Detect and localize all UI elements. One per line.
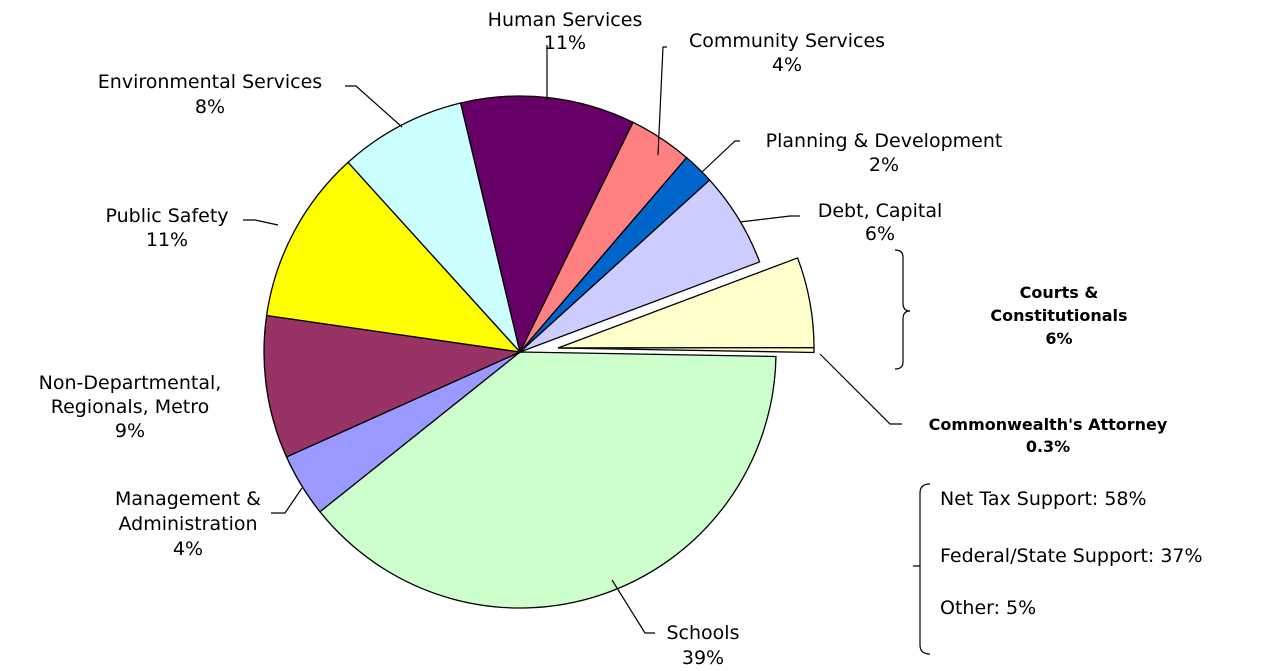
other-support-note: Other: 5% (940, 597, 1036, 619)
federal-state-support-note: Federal/State Support: 37% (940, 545, 1203, 567)
label-name: Planning & Development (766, 130, 1003, 152)
slice-human-services (459, 95, 634, 354)
label-name: Non-Departmental, (39, 372, 222, 394)
leader-planning-development (701, 140, 740, 173)
label-name: Debt, Capital (818, 200, 943, 222)
label-name: Public Safety (105, 205, 228, 227)
leader-commonwealth (819, 353, 902, 425)
label-planning-development: Planning & Development 2% (766, 130, 1003, 176)
label-value: 2% (869, 154, 899, 176)
label-name: Commonwealth's Attorney (929, 415, 1168, 434)
funding-notes: Net Tax Support: 58% Federal/State Suppor… (940, 488, 1203, 619)
leader-community-services (657, 46, 667, 156)
slice-commonwealth-s-attorney (557, 346, 815, 354)
slice-non-departmental-regionals-metro (263, 314, 523, 458)
label-value: 6% (865, 223, 895, 245)
label-value: 4% (173, 538, 203, 560)
label-value: 9% (115, 420, 145, 442)
label-community-services: Community Services 4% (689, 30, 885, 76)
leader-schools (611, 579, 655, 634)
leader-public-safety (243, 219, 279, 226)
label-name: Schools (667, 622, 740, 644)
bracket-funding (913, 483, 931, 655)
label-debt-capital: Debt, Capital 6% (818, 200, 943, 245)
label-name: Community Services (689, 30, 885, 52)
leader-environmental-services (345, 85, 403, 128)
label-non-departmental: Non-Departmental, Regionals, Metro 9% (39, 372, 222, 442)
leader-lines (243, 45, 931, 655)
slice-schools (319, 351, 777, 609)
label-value: 4% (772, 54, 802, 76)
label-value: 11% (544, 32, 586, 54)
label-value: 39% (682, 647, 724, 669)
label-courts: Courts & Constitutionals 6% (990, 283, 1127, 348)
leader-debt-capital (739, 215, 800, 223)
label-value: 11% (146, 229, 188, 251)
label-value: 6% (1045, 329, 1072, 348)
label-name: Environmental Services (98, 71, 322, 93)
leader-management (271, 487, 303, 514)
label-value: 8% (195, 96, 225, 118)
label-name: Regionals, Metro (51, 396, 210, 418)
label-name: Constitutionals (990, 306, 1127, 325)
label-schools: Schools 39% (667, 622, 740, 669)
slice-labels: Human Services 11% Community Services 4%Env… (39, 9, 1168, 669)
net-tax-support-note: Net Tax Support: 58% (940, 488, 1147, 510)
label-name: Courts & (1020, 283, 1099, 302)
label-value: 0.3% (1026, 437, 1070, 456)
label-environmental-services: Environmental Services 8% (98, 71, 322, 118)
label-name: Administration (118, 513, 257, 535)
label-name: Human Services (488, 9, 643, 31)
label-management: Management & Administration 4% (115, 488, 261, 560)
slice-public-safety (265, 161, 522, 353)
label-commonwealth: Commonwealth's Attorney 0.3% (929, 415, 1168, 456)
pie-slices (263, 95, 815, 609)
bracket-courts (894, 249, 911, 370)
label-human-services: Human Services 11% (488, 9, 643, 54)
label-name: Management & (115, 488, 261, 510)
slice-debt-capital (519, 179, 761, 353)
label-public-safety: Public Safety 11% (105, 205, 228, 251)
